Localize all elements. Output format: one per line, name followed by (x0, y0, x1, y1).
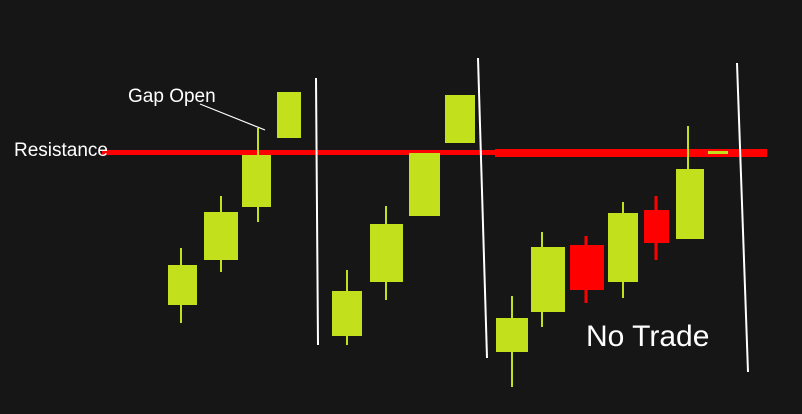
separator (736, 62, 749, 373)
candle-group (496, 126, 704, 387)
candle (570, 245, 604, 290)
candle-group (168, 92, 301, 323)
candle (332, 291, 362, 336)
candle (445, 95, 475, 143)
candle (370, 224, 403, 282)
candle (277, 92, 301, 138)
candle (409, 153, 440, 216)
candle (531, 247, 565, 312)
candle (608, 213, 638, 282)
candle (676, 169, 704, 239)
candle (204, 212, 238, 260)
candle-group (332, 95, 475, 345)
gap-open-label: Gap Open (128, 86, 216, 107)
candle (644, 210, 669, 243)
resistance-line (102, 150, 497, 155)
candle (242, 155, 271, 207)
resistance-line (495, 149, 767, 157)
resistance-label: Resistance (14, 140, 108, 161)
separator (477, 57, 488, 359)
separator (315, 77, 319, 346)
arrow (199, 103, 266, 131)
no-trade-label: No Trade (586, 320, 709, 353)
marker (708, 151, 728, 154)
candle (496, 318, 528, 352)
candle (168, 265, 197, 305)
